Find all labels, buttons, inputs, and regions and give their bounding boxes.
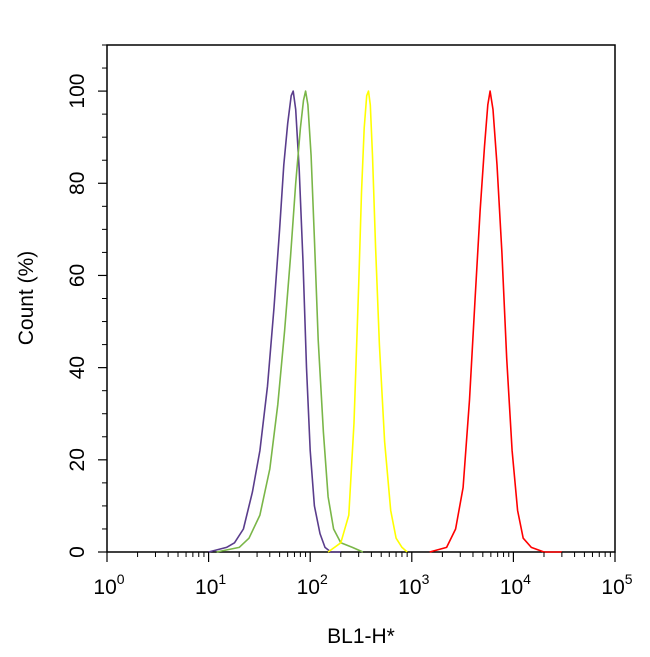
- x-tick-label: 105: [601, 571, 632, 599]
- plot-area: [106, 44, 616, 553]
- x-tick-exponent: 1: [218, 571, 226, 587]
- series-line-2: [216, 90, 364, 553]
- y-tick-label: 80: [66, 172, 89, 195]
- x-tick-base: 10: [195, 576, 218, 599]
- x-tick-label: 102: [297, 571, 328, 599]
- x-tick-base: 10: [601, 576, 624, 599]
- x-tick-exponent: 0: [117, 571, 125, 587]
- y-tick-label: 60: [66, 264, 89, 287]
- y-tick-label: 20: [66, 448, 89, 471]
- y-tick-label: 40: [66, 356, 89, 379]
- x-tick-base: 10: [500, 576, 523, 599]
- x-axis-title: BL1-H*: [327, 625, 395, 648]
- x-tick-exponent: 5: [625, 571, 633, 587]
- x-tick-label: 103: [398, 571, 429, 599]
- x-axis-ticks: 100 101 102 103 104 105: [93, 552, 633, 599]
- x-tick-label: 104: [500, 571, 531, 599]
- x-tick-exponent: 3: [422, 571, 430, 587]
- y-tick-label: 0: [66, 546, 89, 558]
- series-line-1: [208, 90, 341, 553]
- x-tick-exponent: 2: [320, 571, 328, 587]
- x-tick-base: 10: [297, 576, 320, 599]
- x-tick-label: 101: [195, 571, 226, 599]
- series-line-3: [327, 90, 408, 553]
- series-layer: [208, 90, 562, 553]
- y-axis-title: Count (%): [15, 251, 38, 346]
- y-axis-ticks: 0 20 40 60 80 100: [66, 44, 107, 558]
- x-tick-label: 100: [93, 571, 124, 599]
- x-tick-base: 10: [93, 576, 116, 599]
- series-line-4: [429, 90, 562, 553]
- x-tick-base: 10: [398, 576, 421, 599]
- x-tick-exponent: 4: [523, 571, 531, 587]
- y-tick-label: 100: [66, 74, 89, 109]
